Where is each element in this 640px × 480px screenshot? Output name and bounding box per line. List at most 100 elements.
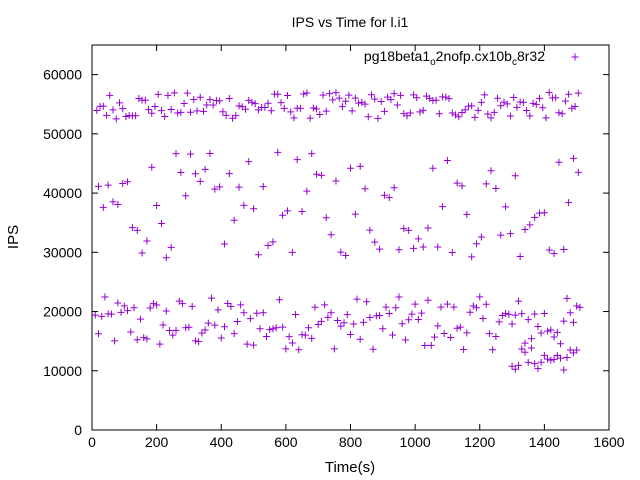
data-point xyxy=(282,345,290,353)
data-point xyxy=(489,346,497,354)
data-point xyxy=(114,201,122,209)
y-tick-label: 40000 xyxy=(43,185,82,201)
data-point xyxy=(274,148,282,156)
data-point xyxy=(303,89,311,97)
data-point xyxy=(406,109,414,117)
data-point xyxy=(259,309,267,317)
data-point xyxy=(157,219,165,227)
data-point xyxy=(104,181,112,189)
data-point xyxy=(94,182,102,190)
data-point xyxy=(324,313,332,321)
data-point xyxy=(511,172,519,180)
data-point xyxy=(500,98,508,106)
data-point xyxy=(167,243,175,251)
x-tick-label: 400 xyxy=(210,434,234,450)
data-point xyxy=(440,330,448,338)
data-point xyxy=(198,329,206,337)
data-point xyxy=(275,296,283,304)
data-point xyxy=(542,114,550,122)
data-point xyxy=(424,296,432,304)
data-point xyxy=(481,91,489,99)
data-point xyxy=(303,187,311,195)
data-point xyxy=(216,97,224,105)
data-point xyxy=(335,94,343,102)
data-point xyxy=(484,110,492,118)
plot-frame xyxy=(91,44,610,431)
data-point xyxy=(162,254,170,262)
data-point xyxy=(385,309,393,317)
data-point xyxy=(576,303,584,311)
data-point xyxy=(531,360,539,368)
data-point xyxy=(177,169,185,177)
data-point xyxy=(461,106,469,114)
data-point xyxy=(133,336,141,344)
data-point xyxy=(167,106,175,114)
data-point xyxy=(468,102,476,110)
data-point xyxy=(397,91,405,99)
data-point xyxy=(544,355,552,363)
data-point xyxy=(314,320,322,328)
data-point xyxy=(347,164,354,172)
data-point xyxy=(558,110,566,118)
data-point xyxy=(240,201,248,209)
data-point xyxy=(135,95,143,103)
data-point xyxy=(537,358,545,366)
data-point xyxy=(574,89,582,97)
data-point xyxy=(513,103,521,111)
data-point xyxy=(191,337,199,345)
data-point xyxy=(545,89,553,97)
data-point xyxy=(431,333,439,341)
data-point xyxy=(130,304,138,312)
data-point xyxy=(524,358,532,366)
y-tick-label: 20000 xyxy=(43,304,82,320)
data-point xyxy=(521,225,529,233)
data-point xyxy=(233,317,241,325)
data-point xyxy=(356,162,364,170)
data-point xyxy=(322,214,330,222)
data-point xyxy=(560,317,568,325)
data-point xyxy=(453,179,461,187)
data-point xyxy=(224,299,232,307)
data-point xyxy=(94,330,102,338)
data-point xyxy=(469,302,477,310)
data-point xyxy=(308,334,316,342)
data-point xyxy=(220,323,228,331)
data-point xyxy=(225,95,233,103)
data-point xyxy=(293,156,301,164)
data-point xyxy=(421,341,429,349)
data-point xyxy=(508,362,516,370)
data-point xyxy=(93,107,101,115)
data-point xyxy=(243,340,251,348)
data-point xyxy=(185,323,193,331)
data-point xyxy=(473,304,481,312)
data-point xyxy=(380,191,388,199)
data-point xyxy=(569,154,577,162)
data-point xyxy=(279,323,287,331)
data-point xyxy=(101,293,109,301)
data-point xyxy=(122,112,130,120)
data-point xyxy=(511,311,519,319)
x-tick-label: 0 xyxy=(88,434,96,450)
y-tick-label: 0 xyxy=(74,422,82,438)
data-point xyxy=(445,95,453,103)
data-point xyxy=(563,294,571,302)
data-point xyxy=(225,170,233,178)
data-point xyxy=(262,332,270,340)
y-axis: 0 10000 20000 30000 40000 50000 60000 xyxy=(43,67,609,438)
data-point xyxy=(283,91,291,99)
data-point xyxy=(217,334,225,342)
data-point xyxy=(169,331,177,339)
data-point xyxy=(298,207,306,215)
data-point xyxy=(211,321,219,329)
legend-label: pg18beta1o2nofp.cx10bc8r32 xyxy=(364,48,545,68)
data-point xyxy=(515,297,523,305)
data-point xyxy=(288,248,296,256)
data-point xyxy=(506,230,514,238)
data-point xyxy=(330,345,338,353)
data-point xyxy=(164,91,172,99)
data-point xyxy=(508,320,516,328)
legend: pg18beta1o2nofp.cx10bc8r32 xyxy=(364,48,579,68)
x-tick-label: 800 xyxy=(339,434,363,450)
data-point xyxy=(128,224,136,232)
data-point xyxy=(119,105,127,113)
